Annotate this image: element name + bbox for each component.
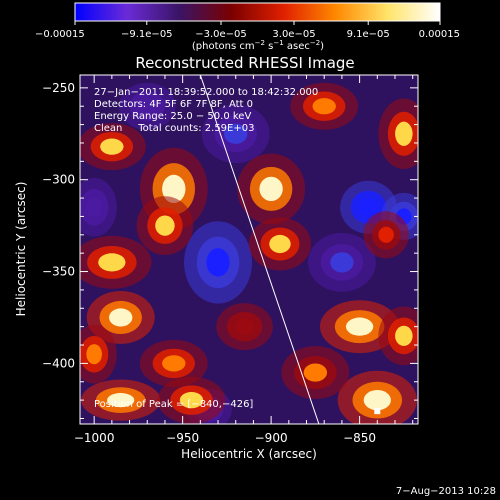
x-axis-label: Heliocentric X (arcsec) xyxy=(181,447,317,461)
colorbar: −0.00015 −9.1e−05 −3.0e−05 3.0e−05 9.1e−05 0.… xyxy=(35,2,460,52)
heatmap-positive-region-core xyxy=(395,121,413,146)
annotation-clean-total-counts: Clean Total counts: 2.59E+03 xyxy=(94,123,254,134)
heatmap-positive-region-core xyxy=(109,308,133,327)
x-tick-label: −950 xyxy=(166,431,199,445)
x-tick-label: −1000 xyxy=(74,431,115,445)
colorbar-ticks xyxy=(74,21,441,25)
heatmap-positive-region-core xyxy=(162,355,186,372)
y-axis-label: Heliocentric Y (arcsec) xyxy=(14,182,28,317)
heatmap-positive-region-core xyxy=(363,390,391,411)
colorbar-units: (photons cm−2 s−1 asec−2) xyxy=(192,39,324,52)
plot-frame xyxy=(79,74,419,425)
heatmap-negative-region-core xyxy=(224,123,248,144)
heatmap-positive-region-core xyxy=(98,253,126,272)
creation-timestamp: 7−Aug−2013 10:28 xyxy=(396,486,496,497)
y-tick-label: −250 xyxy=(42,81,75,95)
heatmap-positive-region-core xyxy=(179,392,204,409)
annotation-energy-range: Energy Range: 25.0 − 50.0 keV xyxy=(94,111,251,122)
colorbar-tick-label: 0.00015 xyxy=(419,29,460,40)
heatmap-positive-region-core xyxy=(345,317,374,336)
heatmap-negative-region-core xyxy=(206,248,230,277)
heatmap-positive-region-core xyxy=(395,325,413,346)
heatmap-negative-region-core xyxy=(358,198,379,217)
annotation-time-range: 27−Jan−2011 18:39:52.000 to 18:42:32.000 xyxy=(94,87,318,98)
heatmap-negative-region-core xyxy=(330,252,354,273)
y-axis-tick-labels: −400 −350 −300 −250 xyxy=(42,81,75,371)
colorbar-tick-label: −0.00015 xyxy=(35,29,85,40)
annotation-peak-position: Position of Peak = [−840,−426] xyxy=(94,399,253,410)
x-axis-tick-labels: −1000 −950 −900 −850 xyxy=(74,431,376,445)
colorbar-tick-label: 9.1e−05 xyxy=(347,29,390,40)
annotations: 27−Jan−2011 18:39:52.000 to 18:42:32.000… xyxy=(94,87,318,410)
heatmap-image xyxy=(80,82,418,424)
x-tick-label: −900 xyxy=(255,431,288,445)
heatmap-negative-region-core xyxy=(86,197,102,218)
colorbar-tick-labels: −0.00015 −9.1e−05 −3.0e−05 3.0e−05 9.1e−05 0.… xyxy=(35,29,460,40)
heatmap-positive-region-core xyxy=(259,176,283,202)
y-tick-label: −300 xyxy=(42,173,75,187)
heatmap-positive-region-core xyxy=(86,344,102,365)
y-tick-label: −350 xyxy=(42,265,75,279)
heatmap-positive-region-core xyxy=(100,138,124,155)
heatmap-positive-region-core xyxy=(107,393,135,408)
heatmap-positive-region-core xyxy=(303,363,328,382)
colorbar-tick-label: −9.1e−05 xyxy=(121,29,173,40)
annotation-detectors: Detectors: 4F 5F 6F 7F 8F, Att 0 xyxy=(94,99,253,110)
y-axis-ticks xyxy=(80,87,418,419)
heatmap-negative-region-core xyxy=(137,98,157,115)
colorbar-gradient xyxy=(74,2,441,22)
heatmap-positive-region-core xyxy=(234,318,255,335)
x-tick-label: −850 xyxy=(343,431,376,445)
heatmap-positive-region-core xyxy=(269,234,291,254)
colorbar-tick-label: 3.0e−05 xyxy=(272,29,315,40)
y-tick-label: −400 xyxy=(42,356,75,370)
heatmap-positive-region-core xyxy=(155,215,175,236)
solar-limb-line xyxy=(199,75,320,424)
heatmap-positive-region-core xyxy=(312,98,336,115)
heatmap-positive-region-core xyxy=(162,174,186,204)
chart-title: Reconstructed RHESSI Image xyxy=(135,54,354,72)
heatmap-positive-region-core xyxy=(378,226,394,243)
peak-marker xyxy=(374,408,381,415)
x-axis-ticks xyxy=(93,75,414,424)
colorbar-tick-label: −3.0e−05 xyxy=(195,29,247,40)
